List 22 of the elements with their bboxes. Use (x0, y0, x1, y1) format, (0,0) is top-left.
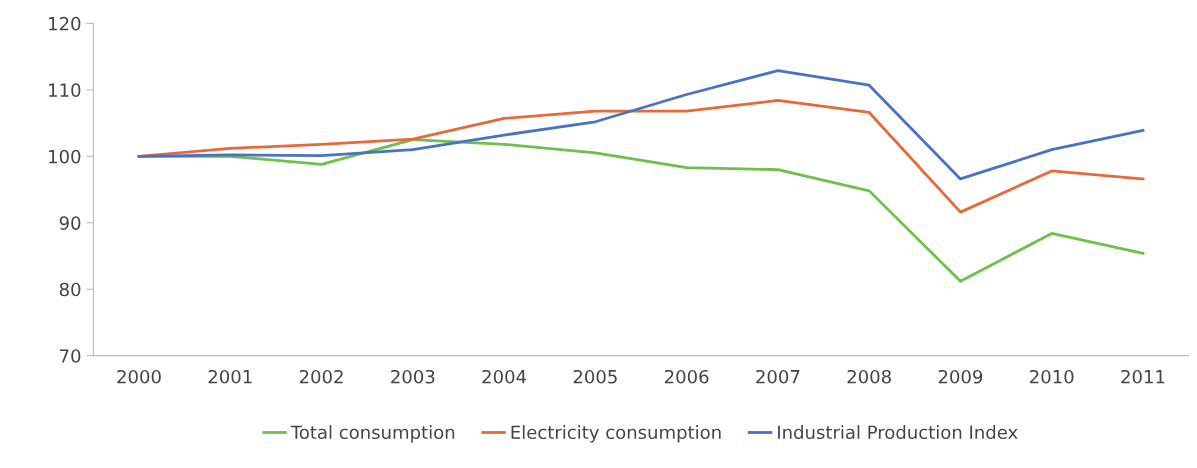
x-tick-label: 2004 (482, 369, 527, 384)
y-tick-label: 70 (60, 349, 81, 363)
x-tick-label: 2007 (756, 369, 800, 384)
line-series (137, 69, 1145, 181)
y-tick-label: 120 (49, 16, 81, 31)
x-tick-label: 2006 (664, 369, 709, 384)
x-tick-label: 2002 (299, 369, 343, 384)
x-tick-label: 2003 (391, 369, 435, 384)
legend-label: Industrial Production Index (778, 425, 1018, 440)
x-tick-label: 2008 (847, 369, 891, 384)
legend-label: Electricity consumption (511, 425, 721, 443)
legend-label: Total consumption (290, 425, 455, 443)
y-tick-label: 80 (59, 282, 81, 297)
x-tick-label: 2009 (938, 369, 983, 384)
x-tick-label: 2005 (573, 369, 617, 384)
x-tick-label: 2001 (208, 369, 252, 384)
x-tick-label: 2000 (117, 369, 161, 384)
y-tick-label: 110 (49, 83, 81, 97)
y-tick-label: 100 (49, 149, 81, 164)
x-tick-label: 2011 (1121, 369, 1165, 384)
y-tick-label: 90 (59, 216, 81, 230)
x-tick-label: 2010 (1030, 369, 1074, 384)
